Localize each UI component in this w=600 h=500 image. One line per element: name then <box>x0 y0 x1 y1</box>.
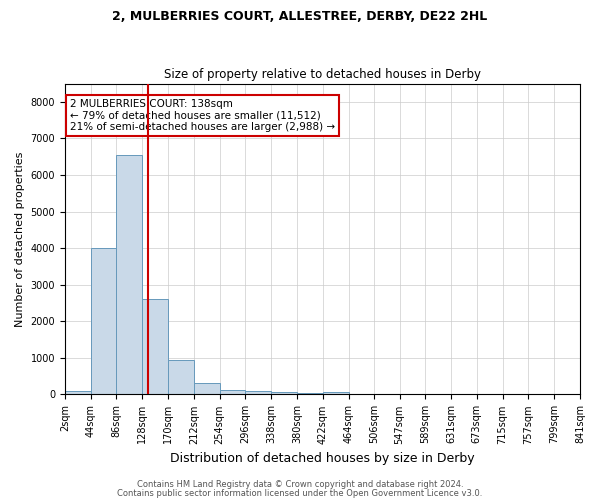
Bar <box>91 248 116 394</box>
Bar <box>220 390 245 394</box>
Text: 2, MULBERRIES COURT, ALLESTREE, DERBY, DE22 2HL: 2, MULBERRIES COURT, ALLESTREE, DERBY, D… <box>112 10 488 23</box>
Text: 2 MULBERRIES COURT: 138sqm
← 79% of detached houses are smaller (11,512)
21% of : 2 MULBERRIES COURT: 138sqm ← 79% of deta… <box>70 99 335 132</box>
Text: Contains HM Land Registry data © Crown copyright and database right 2024.: Contains HM Land Registry data © Crown c… <box>137 480 463 489</box>
Title: Size of property relative to detached houses in Derby: Size of property relative to detached ho… <box>164 68 481 81</box>
X-axis label: Distribution of detached houses by size in Derby: Distribution of detached houses by size … <box>170 452 475 465</box>
Text: Contains public sector information licensed under the Open Government Licence v3: Contains public sector information licen… <box>118 488 482 498</box>
Bar <box>116 155 142 394</box>
Bar <box>271 392 297 394</box>
Bar <box>245 391 271 394</box>
Bar <box>194 384 220 394</box>
Bar <box>297 393 323 394</box>
Bar <box>142 300 168 394</box>
Y-axis label: Number of detached properties: Number of detached properties <box>15 152 25 326</box>
Bar <box>65 391 91 394</box>
Bar <box>323 392 349 394</box>
Bar <box>168 360 194 394</box>
